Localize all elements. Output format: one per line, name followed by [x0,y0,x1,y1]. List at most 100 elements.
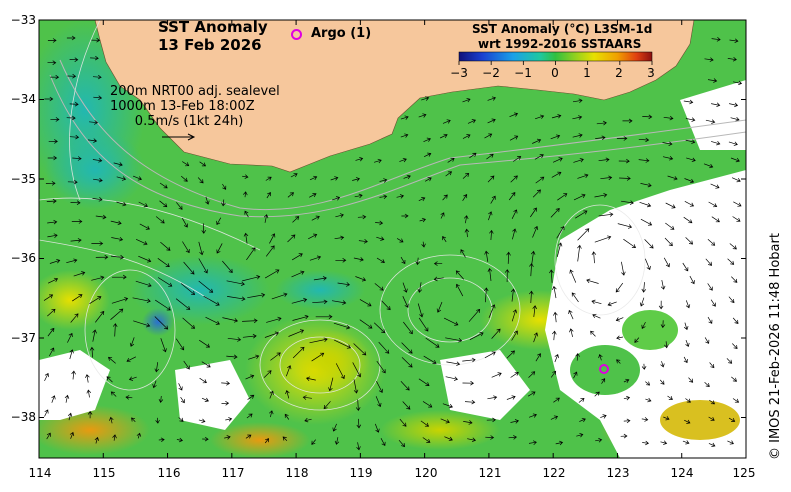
current-arrow [265,245,275,257]
current-arrow [110,254,125,260]
current-arrow [490,195,496,204]
current-arrow [704,57,714,62]
current-arrow [291,270,305,278]
current-arrow [640,218,653,226]
current-arrow [550,370,557,378]
current-arrow [269,410,274,418]
current-arrow [645,381,651,386]
current-arrow [665,202,676,209]
current-arrow [136,432,142,439]
current-arrow [464,228,470,238]
current-arrow [352,362,362,378]
current-arrow [269,390,274,399]
lon-label: 119 [349,466,373,480]
current-arrow [282,436,288,441]
current-arrow [244,210,249,218]
current-arrow [66,115,76,121]
current-arrow [634,337,640,343]
current-arrow [575,352,580,361]
current-arrow [44,409,49,417]
current-arrow [664,341,669,349]
current-arrow [553,311,558,323]
current-arrow [621,261,626,276]
current-arrow [535,176,545,184]
current-arrow [707,239,716,246]
current-arrow [70,200,81,205]
current-arrow [356,442,361,451]
current-arrow [290,172,298,178]
info-line-3: 0.5m/s (1kt 24h) [110,114,244,129]
current-arrow [641,417,649,422]
current-arrow [660,280,666,290]
current-arrow [47,327,55,337]
current-arrow [601,378,606,384]
current-arrow [660,440,668,445]
current-arrow [203,295,220,306]
copyright-text: © IMOS 21-Feb-2026 11:48 Hobart [768,233,783,460]
current-arrow [48,139,58,144]
current-arrow [530,250,536,264]
current-arrow [183,261,195,275]
current-arrow [399,418,407,427]
current-arrow [658,300,664,310]
current-arrow [198,280,214,293]
current-arrow [510,288,516,302]
current-arrow [488,211,493,221]
current-arrow [533,332,539,343]
current-arrow [488,304,496,319]
current-arrow [552,330,557,341]
current-arrow [527,391,536,397]
current-arrow [508,191,516,201]
current-arrow [334,437,340,445]
current-arrow [221,401,230,406]
current-arrow [462,380,475,386]
current-arrow [662,141,673,147]
current-arrow [640,182,652,188]
current-arrow [442,119,451,124]
plot-frame [38,19,747,459]
current-arrow [205,316,220,325]
current-arrow [487,267,493,281]
current-arrow [400,381,410,391]
current-arrow [403,174,411,180]
current-arrow [222,183,227,190]
current-arrow [160,338,167,353]
current-arrow [469,332,484,341]
current-arrow [263,214,269,223]
current-arrow [403,321,413,335]
current-arrow [688,377,694,383]
current-arrow [86,389,92,398]
current-arrow [641,321,646,329]
current-arrow [532,225,539,238]
current-arrow [596,120,607,126]
current-arrow [575,210,588,219]
current-arrow [135,280,152,288]
current-arrow [374,283,384,291]
colorbar-tick: 1 [583,66,591,80]
current-arrow [376,360,386,374]
current-arrow [550,208,560,218]
current-arrow [513,156,522,162]
current-arrow [159,182,168,189]
current-arrow [467,437,477,443]
current-arrow [315,314,333,320]
current-arrow [685,398,691,403]
current-arrow [47,277,59,284]
current-arrow [444,436,453,442]
current-arrow [486,153,494,160]
current-arrow [487,395,498,400]
current-arrow [732,317,739,324]
current-arrow [309,193,317,198]
current-arrow [708,416,715,421]
current-arrow [51,395,56,403]
current-arrow [644,258,651,271]
current-arrow [578,398,585,403]
current-arrow [311,439,316,445]
current-arrow [380,438,386,447]
current-arrow [333,322,351,330]
current-arrow [659,379,665,385]
current-arrow [66,35,76,41]
current-arrow [73,271,86,277]
current-arrow [573,157,584,163]
current-arrow [552,157,563,163]
